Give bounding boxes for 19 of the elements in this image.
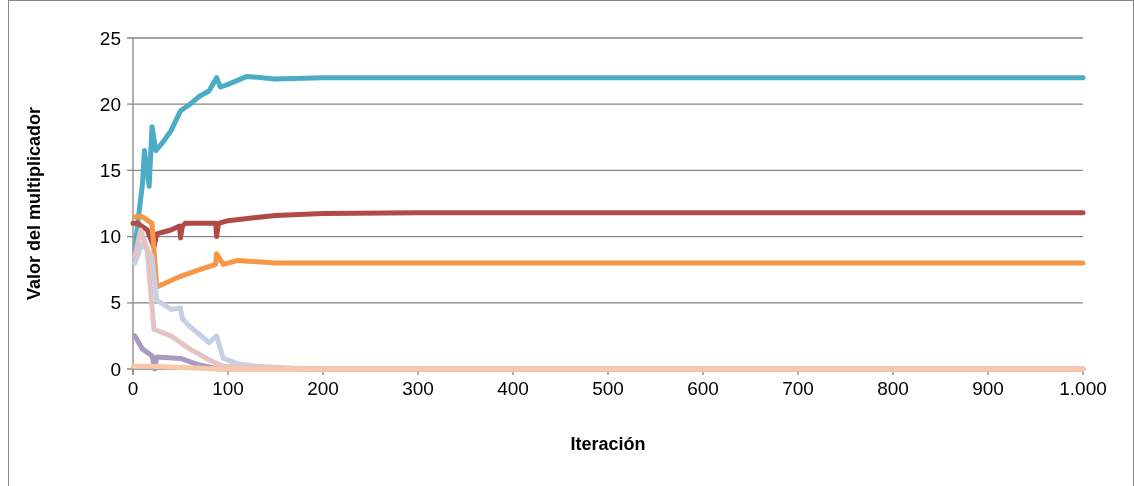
y-tick-label: 5 (110, 292, 121, 314)
x-tick-label: 800 (877, 378, 909, 399)
x-axis-title: Iteración (570, 434, 646, 454)
x-tick-label: 700 (782, 378, 814, 399)
x-tick-label: 500 (592, 378, 624, 399)
x-tick-label: 600 (687, 378, 719, 399)
y-tick-label: 20 (99, 93, 121, 115)
x-tick-label: 1.000 (1059, 378, 1107, 399)
x-tick-label: 900 (972, 378, 1004, 399)
x-tick-label: 400 (497, 378, 529, 399)
y-tick-label: 25 (99, 27, 121, 49)
x-tick-label: 200 (307, 378, 339, 399)
x-tick-label: 100 (212, 378, 244, 399)
y-axis-title: Valor del multiplicador (24, 106, 44, 301)
x-tick-label: 300 (402, 378, 434, 399)
x-tick-label: 0 (127, 378, 139, 399)
y-tick-label: 0 (110, 358, 121, 380)
y-tick-label: 15 (99, 160, 121, 182)
y-tick-label: 10 (99, 226, 121, 248)
